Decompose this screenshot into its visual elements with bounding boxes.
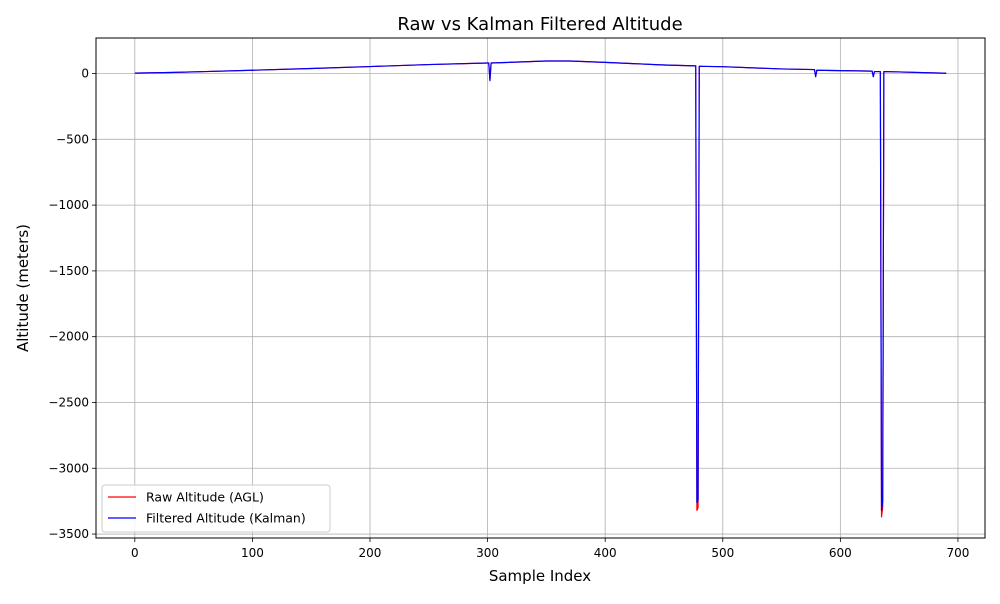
x-axis-ticks: 0 100 200 300 400 500 600 700: [131, 538, 969, 560]
y-tick-label: −500: [56, 132, 89, 146]
legend-label: Filtered Altitude (Kalman): [146, 511, 306, 526]
series-line-raw: [134, 60, 947, 518]
y-tick-label: −3500: [48, 527, 89, 541]
series-line-filtered: [134, 60, 947, 511]
y-tick-label: −3000: [48, 461, 89, 475]
y-tick-label: −2500: [48, 395, 89, 409]
plot-frame: [95, 37, 986, 539]
legend-box: [101, 484, 331, 533]
x-tick-label: 100: [241, 546, 264, 560]
x-tick-label: 300: [476, 546, 499, 560]
series-layer: [134, 60, 947, 518]
x-tick-label: 500: [711, 546, 734, 560]
y-tick-label: −1500: [48, 264, 89, 278]
y-tick-label: −2000: [48, 330, 89, 344]
x-tick-label: 0: [131, 546, 139, 560]
y-axis-title: Altitude (meters): [14, 224, 32, 352]
x-tick-label: 700: [947, 546, 970, 560]
chart-title: Raw vs Kalman Filtered Altitude: [397, 14, 682, 35]
y-axis-ticks: 0 −500 −1000 −1500 −2000 −2500 −3000 −3500: [48, 67, 96, 541]
y-tick-label: 0: [81, 67, 89, 81]
grid-lines: [96, 38, 985, 538]
x-tick-label: 200: [359, 546, 382, 560]
legend: Raw Altitude (AGL) Filtered Altitude (Kal…: [101, 484, 331, 533]
x-axis-title: Sample Index: [489, 567, 591, 585]
x-tick-label: 600: [829, 546, 852, 560]
x-tick-label: 400: [594, 546, 617, 560]
y-tick-label: −1000: [48, 198, 89, 212]
legend-label: Raw Altitude (AGL): [146, 490, 264, 505]
